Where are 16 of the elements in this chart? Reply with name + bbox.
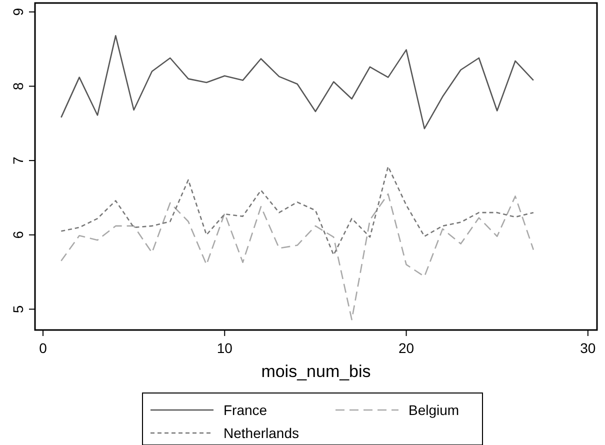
line-series xyxy=(60,166,534,256)
y-tick-label: 5 xyxy=(10,305,26,314)
x-tick-label: 20 xyxy=(398,340,414,356)
line-series xyxy=(60,35,534,130)
y-tick-label: 8 xyxy=(10,82,26,90)
x-tick-label: 10 xyxy=(216,340,233,356)
legend-label: Belgium xyxy=(408,402,460,418)
x-tick-label: 30 xyxy=(580,340,596,356)
y-tick-label: 9 xyxy=(10,8,26,16)
x-axis-title: mois_num_bis xyxy=(261,362,371,381)
legend-label: Netherlands xyxy=(224,425,299,441)
y-tick-label: 7 xyxy=(10,156,26,164)
y-tick-label: 6 xyxy=(10,230,26,239)
legend-label: France xyxy=(224,402,268,418)
x-tick-label: 0 xyxy=(39,340,48,356)
line-series xyxy=(60,193,534,320)
